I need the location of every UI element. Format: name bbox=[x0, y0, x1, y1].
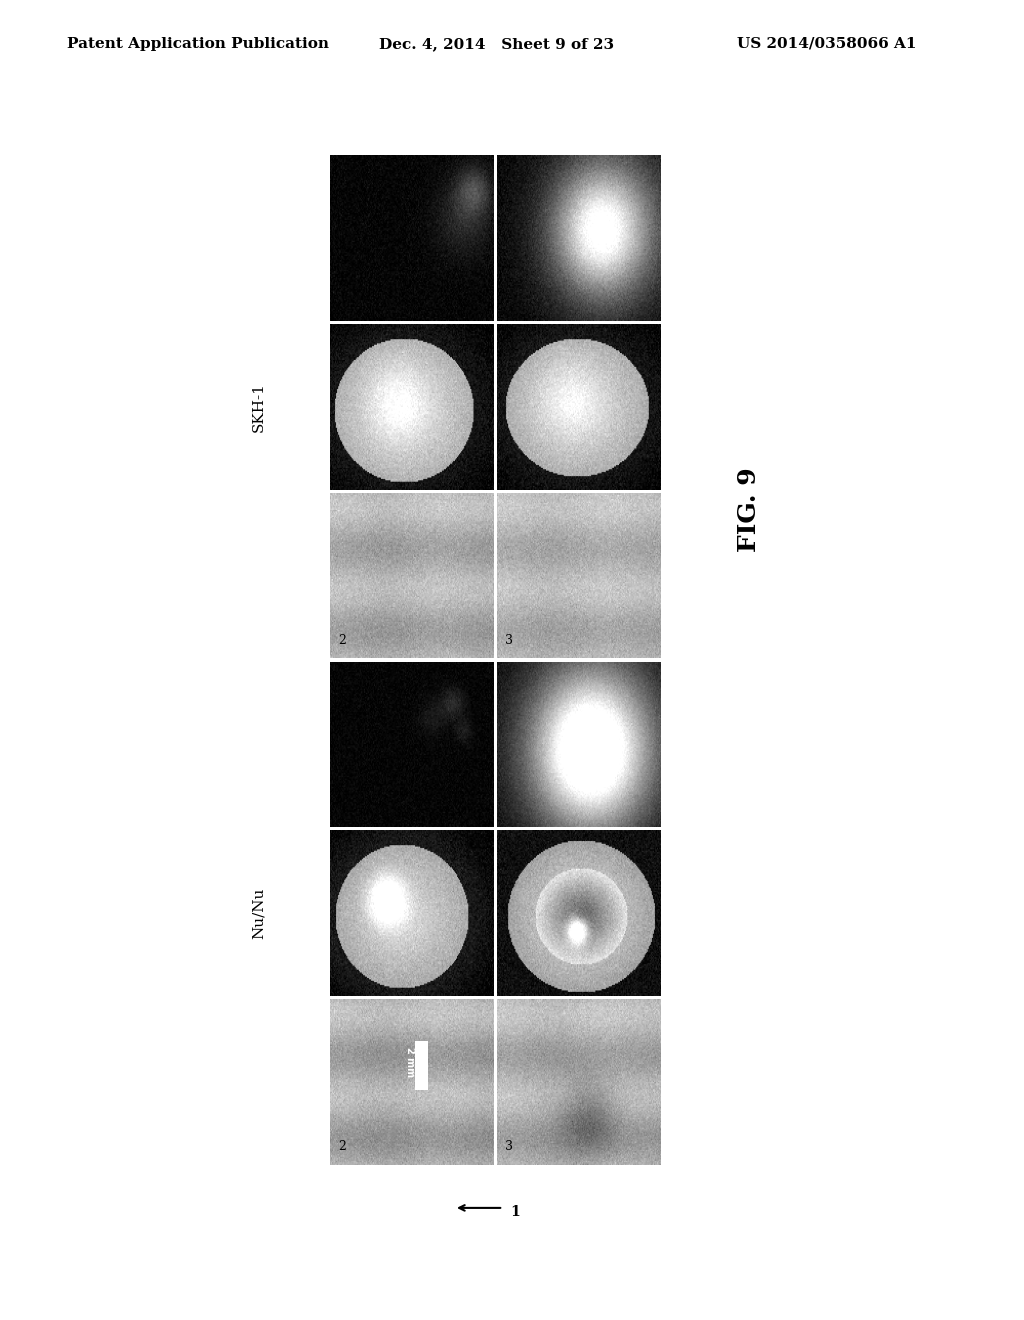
Bar bbox=[415, 1040, 428, 1090]
Text: 1: 1 bbox=[511, 1205, 520, 1218]
Text: Nu/Nu: Nu/Nu bbox=[251, 887, 265, 939]
Text: 3: 3 bbox=[505, 1140, 513, 1154]
Text: US 2014/0358066 A1: US 2014/0358066 A1 bbox=[737, 37, 916, 51]
Text: Patent Application Publication: Patent Application Publication bbox=[67, 37, 329, 51]
Text: 2: 2 bbox=[338, 1140, 346, 1154]
Text: SKH-1: SKH-1 bbox=[251, 381, 265, 432]
Text: Dec. 4, 2014   Sheet 9 of 23: Dec. 4, 2014 Sheet 9 of 23 bbox=[379, 37, 614, 51]
Text: 2 mm: 2 mm bbox=[406, 1047, 415, 1077]
Text: 2: 2 bbox=[338, 634, 346, 647]
Text: FIG. 9: FIG. 9 bbox=[737, 467, 761, 552]
Text: 3: 3 bbox=[505, 634, 513, 647]
